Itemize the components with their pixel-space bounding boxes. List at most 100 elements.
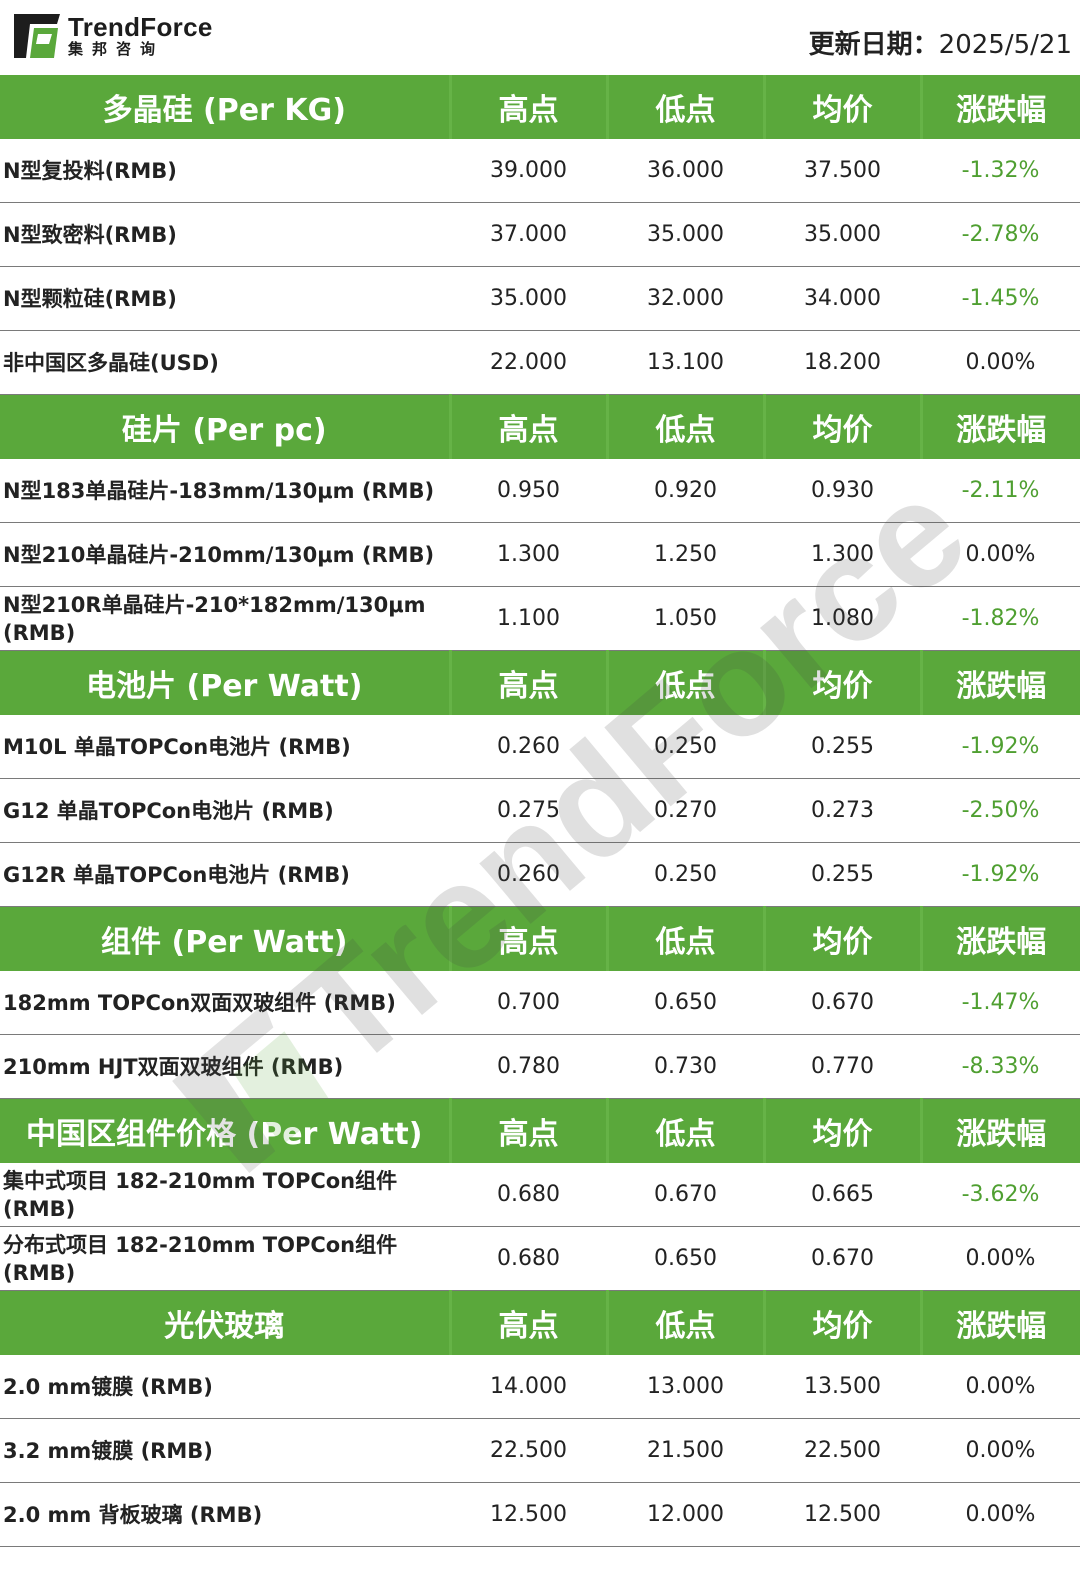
avg-price: 1.080	[764, 586, 921, 651]
price-change: 0.00%	[921, 1355, 1080, 1419]
product-name: N型复投料(RMB)	[0, 139, 450, 203]
update-date: 更新日期：2025/5/21	[809, 24, 1072, 61]
avg-price: 34.000	[764, 266, 921, 331]
brand-subtitle: 集邦咨询	[68, 40, 165, 58]
table-row: 分布式项目 182-210mm TOPCon组件 (RMB) 0.680 0.650…	[0, 1226, 1080, 1291]
low-price: 0.670	[607, 1163, 764, 1227]
high-col-header: 高点	[448, 650, 607, 715]
table-row: G12R 单晶TOPCon电池片 (RMB) 0.260 0.250 0.255 -1.…	[0, 842, 1080, 907]
avg-col-header: 均价	[762, 1290, 921, 1355]
table-row: N型210单晶硅片-210mm/130μm (RMB) 1.300 1.250 1.3…	[0, 522, 1080, 587]
low-price: 13.000	[607, 1355, 764, 1419]
avg-price: 0.930	[764, 459, 921, 523]
brand-name: TrendForce	[68, 12, 213, 42]
change-col-header: 涨跌幅	[919, 1290, 1080, 1355]
high-price: 1.100	[450, 586, 607, 651]
low-price: 0.250	[607, 715, 764, 779]
section-title: 中国区组件价格 (Per Watt)	[0, 1098, 450, 1163]
update-label: 更新日期：	[808, 30, 939, 60]
price-change: -1.47%	[921, 971, 1080, 1035]
avg-price: 12.500	[764, 1482, 921, 1547]
high-price: 0.260	[450, 715, 607, 779]
change-col-header: 涨跌幅	[919, 394, 1080, 459]
product-name: N型183单晶硅片-183mm/130μm (RMB)	[0, 459, 450, 523]
product-name: 非中国区多晶硅(USD)	[0, 330, 450, 395]
low-price: 36.000	[607, 139, 764, 203]
trendforce-logo: TrendForce 集邦咨询	[14, 14, 213, 58]
price-change: -2.50%	[921, 778, 1080, 843]
change-col-header: 涨跌幅	[919, 906, 1080, 971]
product-name: N型210R单晶硅片-210*182mm/130μm (RMB)	[0, 586, 450, 651]
avg-col-header: 均价	[762, 1098, 921, 1163]
trendforce-logo-icon	[14, 14, 60, 58]
table-row: N型183单晶硅片-183mm/130μm (RMB) 0.950 0.920 0.9…	[0, 459, 1080, 523]
change-col-header: 涨跌幅	[919, 1098, 1080, 1163]
table-row: 非中国区多晶硅(USD) 22.000 13.100 18.200 0.00%	[0, 330, 1080, 395]
low-price: 0.250	[607, 842, 764, 907]
price-change: -2.78%	[921, 202, 1080, 267]
price-change: -1.32%	[921, 139, 1080, 203]
table-row: N型复投料(RMB) 39.000 36.000 37.500 -1.32%	[0, 139, 1080, 203]
product-name: 182mm TOPCon双面双玻组件 (RMB)	[0, 971, 450, 1035]
low-price: 1.250	[607, 522, 764, 587]
avg-price: 22.500	[764, 1418, 921, 1483]
avg-price: 0.770	[764, 1034, 921, 1099]
product-name: 分布式项目 182-210mm TOPCon组件 (RMB)	[0, 1226, 450, 1291]
product-name: N型颗粒硅(RMB)	[0, 266, 450, 331]
high-col-header: 高点	[448, 394, 607, 459]
table-row: 182mm TOPCon双面双玻组件 (RMB) 0.700 0.650 0.670-…	[0, 971, 1080, 1035]
low-col-header: 低点	[605, 75, 764, 139]
table-row: G12 单晶TOPCon电池片 (RMB) 0.275 0.270 0.273 -2.5…	[0, 778, 1080, 843]
low-col-header: 低点	[605, 906, 764, 971]
high-price: 35.000	[450, 266, 607, 331]
update-date-value: 2025/5/21	[938, 30, 1072, 60]
section-title: 组件 (Per Watt)	[0, 906, 450, 971]
high-price: 0.260	[450, 842, 607, 907]
top-bar: TrendForce 集邦咨询 更新日期：2025/5/21	[0, 0, 1080, 75]
low-col-header: 低点	[605, 394, 764, 459]
low-col-header: 低点	[605, 1098, 764, 1163]
product-name: M10L 单晶TOPCon电池片 (RMB)	[0, 715, 450, 779]
price-change: -1.92%	[921, 842, 1080, 907]
low-price: 0.650	[607, 1226, 764, 1291]
table-row: 3.2 mm镀膜 (RMB) 22.500 21.500 22.500 0.00%	[0, 1418, 1080, 1483]
section-title: 电池片 (Per Watt)	[0, 650, 450, 715]
section-header: 中国区组件价格 (Per Watt) 高点 低点 均价 涨跌幅	[0, 1098, 1080, 1163]
low-price: 1.050	[607, 586, 764, 651]
table-row: 210mm HJT双面双玻组件 (RMB) 0.780 0.730 0.770 -8.3…	[0, 1034, 1080, 1099]
avg-price: 18.200	[764, 330, 921, 395]
high-price: 0.275	[450, 778, 607, 843]
product-name: 集中式项目 182-210mm TOPCon组件 (RMB)	[0, 1163, 450, 1227]
high-price: 37.000	[450, 202, 607, 267]
product-name: 2.0 mm 背板玻璃 (RMB)	[0, 1482, 450, 1547]
high-price: 14.000	[450, 1355, 607, 1419]
low-price: 35.000	[607, 202, 764, 267]
high-price: 12.500	[450, 1482, 607, 1547]
product-name: 2.0 mm镀膜 (RMB)	[0, 1355, 450, 1419]
section-header: 硅片 (Per pc) 高点 低点 均价 涨跌幅	[0, 394, 1080, 459]
high-col-header: 高点	[448, 1098, 607, 1163]
section-header: 电池片 (Per Watt) 高点 低点 均价 涨跌幅	[0, 650, 1080, 715]
high-col-header: 高点	[448, 75, 607, 139]
product-name: 210mm HJT双面双玻组件 (RMB)	[0, 1034, 450, 1099]
section-title: 硅片 (Per pc)	[0, 394, 450, 459]
low-price: 0.920	[607, 459, 764, 523]
section-header: 组件 (Per Watt) 高点 低点 均价 涨跌幅	[0, 906, 1080, 971]
table-row: N型致密料(RMB) 37.000 35.000 35.000 -2.78%	[0, 202, 1080, 267]
low-price: 12.000	[607, 1482, 764, 1547]
product-name: 3.2 mm镀膜 (RMB)	[0, 1418, 450, 1483]
low-price: 32.000	[607, 266, 764, 331]
avg-col-header: 均价	[762, 650, 921, 715]
price-change: -1.82%	[921, 586, 1080, 651]
product-name: N型致密料(RMB)	[0, 202, 450, 267]
avg-price: 0.670	[764, 971, 921, 1035]
high-price: 0.950	[450, 459, 607, 523]
section-header: 多晶硅 (Per KG) 高点 低点 均价 涨跌幅	[0, 75, 1080, 139]
high-price: 22.000	[450, 330, 607, 395]
product-name: G12 单晶TOPCon电池片 (RMB)	[0, 778, 450, 843]
price-change: 0.00%	[921, 1226, 1080, 1291]
avg-price: 35.000	[764, 202, 921, 267]
low-price: 0.730	[607, 1034, 764, 1099]
table-row: M10L 单晶TOPCon电池片 (RMB) 0.260 0.250 0.255 -1.…	[0, 715, 1080, 779]
price-change: -2.11%	[921, 459, 1080, 523]
